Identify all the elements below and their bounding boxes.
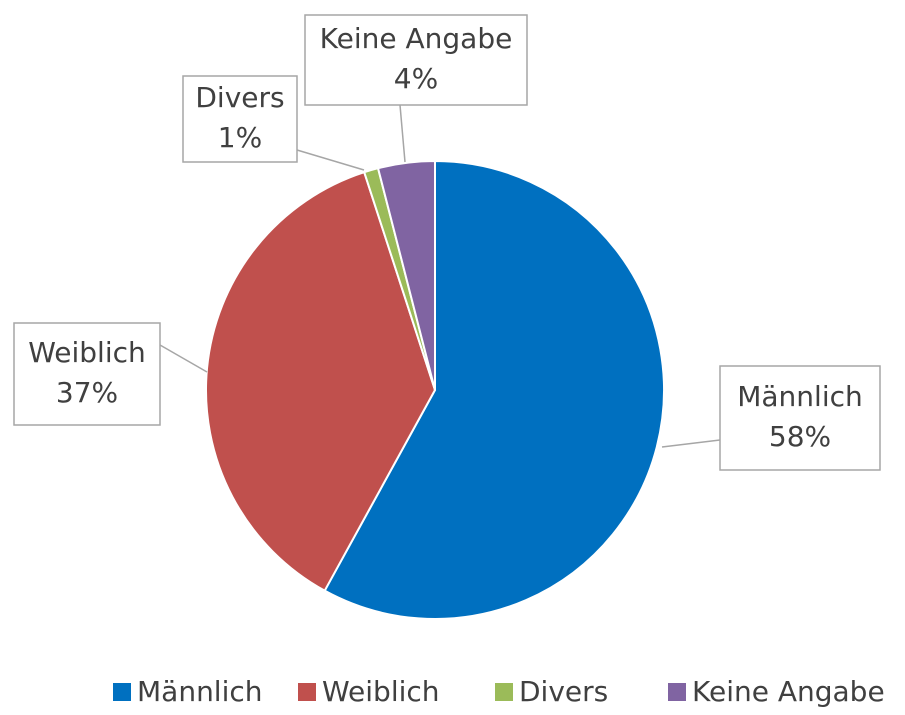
legend-swatch — [298, 683, 316, 701]
legend-swatch — [668, 683, 686, 701]
label-box — [719, 365, 881, 471]
label-box — [13, 322, 161, 426]
data-label-name: Weiblich — [28, 336, 146, 369]
leader-line — [399, 104, 406, 163]
leader-line — [661, 439, 721, 448]
data-label-value: 58% — [769, 420, 831, 453]
data-label-value: 37% — [56, 376, 118, 409]
data-label-name: Keine Angabe — [320, 22, 513, 55]
label-box — [304, 14, 528, 106]
legend-label: Keine Angabe — [692, 675, 885, 708]
legend-swatch — [495, 683, 513, 701]
label-box — [182, 75, 298, 163]
data-label-value: 1% — [218, 121, 262, 154]
legend-label: Divers — [519, 675, 608, 708]
pie-slice — [376, 159, 436, 391]
leader-line — [159, 344, 208, 373]
data-label-value: 4% — [394, 62, 438, 95]
leader-line — [296, 149, 365, 171]
pie-slice — [205, 170, 437, 593]
legend-label: Männlich — [137, 675, 263, 708]
pie-slice — [323, 159, 665, 620]
legend-swatch — [113, 683, 131, 701]
data-label-name: Männlich — [737, 380, 863, 413]
data-label-name: Divers — [195, 81, 284, 114]
legend-label: Weiblich — [322, 675, 440, 708]
